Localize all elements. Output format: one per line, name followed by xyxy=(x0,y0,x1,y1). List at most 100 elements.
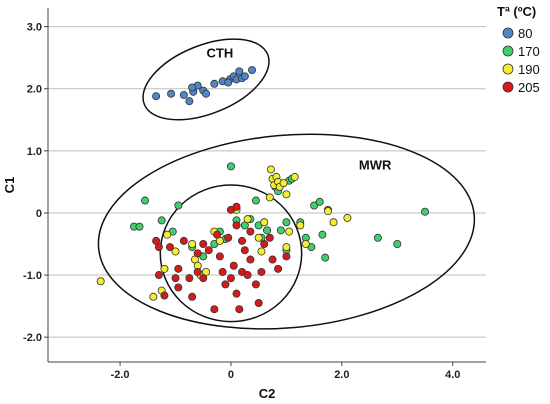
point-170 xyxy=(141,196,150,205)
point-190 xyxy=(282,190,291,199)
point-205 xyxy=(174,264,183,273)
point-205 xyxy=(282,252,291,261)
point-80 xyxy=(179,90,188,99)
point-80 xyxy=(202,89,211,98)
point-190 xyxy=(290,172,299,181)
point-205 xyxy=(251,280,260,289)
point-205 xyxy=(193,267,202,276)
point-205 xyxy=(243,271,252,280)
axes xyxy=(47,8,486,363)
point-170 xyxy=(251,196,260,205)
point-170 xyxy=(262,226,271,235)
point-190 xyxy=(96,277,105,286)
point-205 xyxy=(179,236,188,245)
y-tick-label: 0 xyxy=(36,208,42,220)
point-80 xyxy=(152,92,161,101)
point-205 xyxy=(221,280,230,289)
y-axis-title: C1 xyxy=(2,177,17,194)
point-205 xyxy=(240,246,249,255)
point-205 xyxy=(265,233,274,242)
point-80 xyxy=(167,89,176,98)
data-points xyxy=(96,66,430,314)
point-190 xyxy=(301,239,310,248)
point-205 xyxy=(224,233,233,242)
point-170 xyxy=(157,216,166,225)
y-tick-label: -2.0 xyxy=(23,332,42,344)
point-190 xyxy=(257,247,266,256)
point-205 xyxy=(232,202,241,211)
point-205 xyxy=(260,239,269,248)
gridlines xyxy=(48,26,486,338)
legend-marker-170 xyxy=(502,45,514,57)
point-205 xyxy=(165,243,174,252)
y-tick-label: 3.0 xyxy=(27,22,42,34)
legend-title: Tª (ºC) xyxy=(497,4,536,19)
x-tick-label: -2.0 xyxy=(111,369,130,381)
point-205 xyxy=(232,289,241,298)
point-205 xyxy=(257,267,266,276)
point-170 xyxy=(282,218,291,227)
point-190 xyxy=(149,292,158,301)
point-170 xyxy=(226,162,235,171)
point-170 xyxy=(373,233,382,242)
point-205 xyxy=(246,227,255,236)
point-170 xyxy=(318,230,327,239)
ellipse-inner xyxy=(159,184,303,323)
ellipse-cth xyxy=(142,38,270,121)
legend-marker-80 xyxy=(502,27,514,39)
legend-label-205: 205 xyxy=(518,80,540,95)
point-205 xyxy=(160,291,169,300)
point-205 xyxy=(229,261,238,270)
point-190 xyxy=(254,233,263,242)
point-170 xyxy=(174,201,183,210)
point-205 xyxy=(199,274,208,283)
point-190 xyxy=(266,165,275,174)
annotation-cth: CTH xyxy=(207,46,234,61)
point-205 xyxy=(188,292,197,301)
point-190 xyxy=(160,264,169,273)
x-tick-label: 2.0 xyxy=(334,369,349,381)
point-205 xyxy=(232,221,241,230)
point-205 xyxy=(210,305,219,314)
point-205 xyxy=(268,255,277,264)
point-205 xyxy=(235,305,244,314)
point-205 xyxy=(238,236,247,245)
point-190 xyxy=(243,215,252,224)
y-tick-label: 2.0 xyxy=(27,84,42,96)
tick-labels: -2.0 -1.0 0 1.0 2.0 3.0 -2.0 0 2.0 4.0 xyxy=(23,22,460,381)
y-tick-label: 1.0 xyxy=(27,146,42,158)
point-80 xyxy=(235,67,244,76)
x-axis-title: C2 xyxy=(259,386,276,401)
ellipse-mwr xyxy=(97,133,476,330)
point-205 xyxy=(193,249,202,258)
point-205 xyxy=(254,298,263,307)
annotation-mwr: MWR xyxy=(359,157,392,172)
annotations: CTH MWR xyxy=(207,46,392,173)
point-190 xyxy=(265,193,274,202)
point-80 xyxy=(210,79,219,88)
x-tick-label: 0 xyxy=(228,369,234,381)
point-205 xyxy=(274,264,283,273)
point-190 xyxy=(188,239,197,248)
legend-label-170: 170 xyxy=(518,44,540,59)
legend-label-190: 190 xyxy=(518,62,540,77)
point-80 xyxy=(185,97,194,106)
point-170 xyxy=(276,226,285,235)
legend: Tª (ºC) 80 170 190 205 xyxy=(497,4,540,95)
legend-label-80: 80 xyxy=(518,26,532,41)
point-205 xyxy=(213,230,222,239)
point-170 xyxy=(321,253,330,262)
point-205 xyxy=(174,283,183,292)
point-80 xyxy=(248,66,257,75)
point-170 xyxy=(135,222,144,231)
point-170 xyxy=(393,239,402,248)
point-190 xyxy=(163,230,172,239)
legend-marker-205 xyxy=(502,81,514,93)
point-170 xyxy=(315,197,324,206)
x-tick-label: 4.0 xyxy=(445,369,460,381)
point-190 xyxy=(171,247,180,256)
group-ellipses xyxy=(97,38,476,330)
point-205 xyxy=(171,274,180,283)
point-80 xyxy=(240,72,249,81)
point-190 xyxy=(329,218,338,227)
